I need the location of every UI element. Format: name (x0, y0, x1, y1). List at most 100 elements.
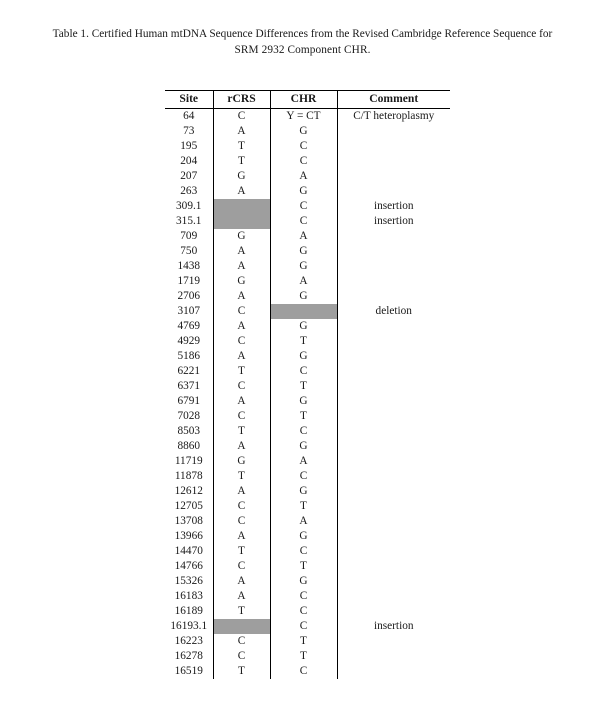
cell-site: 204 (180, 155, 198, 167)
cell-comment (336, 319, 450, 334)
cell-site: 7028 (177, 410, 201, 422)
cell-rcrs: A (212, 529, 270, 544)
cell-site: 309.1 (176, 200, 202, 212)
cell-site: 16183 (174, 590, 203, 602)
cell-comment (336, 244, 450, 259)
cell-rcrs: A (212, 394, 270, 409)
cell-chr: T (269, 499, 337, 514)
cell-comment: insertion (336, 214, 450, 229)
table-row: 64 C Y = CT C/T heteroplasmy (165, 108, 450, 124)
table-row: 7028 C T (165, 409, 450, 424)
cell-site: 3107 (177, 305, 201, 317)
table-row: 12612 A G (165, 484, 450, 499)
table-row: 263 A G (165, 184, 450, 199)
cell-rcrs: T (212, 604, 270, 619)
cell-site: 13966 (174, 530, 203, 542)
cell-chr: C (269, 154, 337, 169)
cell-comment (336, 409, 450, 424)
cell-chr: G (269, 574, 337, 589)
cell-chr: T (269, 559, 337, 574)
table-row: 15326 A G (165, 574, 450, 589)
cell-chr: G (269, 394, 337, 409)
cell-chr: G (269, 349, 337, 364)
table-row: 16189 T C (165, 604, 450, 619)
table-row: 204 T C (165, 154, 450, 169)
table-header-row: Site rCRS CHR Comment (165, 90, 450, 109)
cell-comment (336, 574, 450, 589)
cell-comment (336, 184, 450, 199)
cell-comment (336, 649, 450, 664)
cell-comment (336, 424, 450, 439)
cell-chr-shaded (269, 304, 337, 319)
cell-site: 4769 (177, 320, 201, 332)
cell-chr: G (269, 319, 337, 334)
cell-comment (336, 514, 450, 529)
cell-site: 709 (180, 230, 198, 242)
cell-chr: T (269, 409, 337, 424)
table-row: 6791 A G (165, 394, 450, 409)
cell-comment (336, 544, 450, 559)
cell-comment (336, 229, 450, 244)
cell-chr: C (269, 589, 337, 604)
cell-rcrs: C (212, 499, 270, 514)
cell-site: 11719 (174, 455, 203, 467)
table-row: 709 G A (165, 229, 450, 244)
cell-site: 16223 (174, 635, 203, 647)
cell-chr: C (269, 469, 337, 484)
cell-chr: C (269, 424, 337, 439)
cell-rcrs: T (212, 424, 270, 439)
cell-comment (336, 634, 450, 649)
cell-chr: G (269, 244, 337, 259)
cell-comment (336, 394, 450, 409)
cell-comment: C/T heteroplasmy (336, 108, 450, 124)
cell-rcrs: C (212, 304, 270, 319)
cell-comment (336, 484, 450, 499)
cell-chr: G (269, 289, 337, 304)
cell-rcrs: T (212, 544, 270, 559)
table-row: 13966 A G (165, 529, 450, 544)
cell-site: 195 (180, 140, 198, 152)
cell-site: 16193.1 (170, 620, 208, 632)
table-header: Site rCRS CHR Comment (165, 90, 450, 109)
table-row: 4929 C T (165, 334, 450, 349)
cell-site: 6791 (177, 395, 201, 407)
cell-rcrs: G (212, 169, 270, 184)
cell-site: 8860 (177, 440, 201, 452)
cell-site: 13708 (174, 515, 203, 527)
cell-comment (336, 604, 450, 619)
cell-rcrs: A (212, 574, 270, 589)
cell-site: 11878 (174, 470, 203, 482)
cell-site: 6221 (177, 365, 201, 377)
cell-site: 16519 (174, 665, 203, 677)
cell-rcrs: A (212, 124, 270, 139)
cell-site: 15326 (174, 575, 203, 587)
table-row: 750 A G (165, 244, 450, 259)
cell-comment (336, 664, 450, 679)
cell-site: 8503 (177, 425, 201, 437)
table-row: 2706 A G (165, 289, 450, 304)
table-row: 207 G A (165, 169, 450, 184)
cell-rcrs: C (212, 379, 270, 394)
cell-rcrs: T (212, 364, 270, 379)
cell-chr: C (269, 604, 337, 619)
cell-comment (336, 559, 450, 574)
table-row: 11878 T C (165, 469, 450, 484)
table-row: 16183 A C (165, 589, 450, 604)
cell-chr: C (269, 139, 337, 154)
cell-site: 12612 (174, 485, 203, 497)
cell-chr: A (269, 514, 337, 529)
cell-chr: A (269, 229, 337, 244)
cell-comment: insertion (336, 619, 450, 634)
cell-site: 4929 (177, 335, 201, 347)
cell-rcrs: A (212, 289, 270, 304)
cell-rcrs-shaded (212, 619, 270, 634)
cell-comment (336, 169, 450, 184)
cell-comment (336, 334, 450, 349)
cell-chr: T (269, 649, 337, 664)
cell-chr: C (269, 199, 337, 214)
cell-rcrs: C (212, 649, 270, 664)
cell-site: 12705 (174, 500, 203, 512)
cell-site: 1438 (177, 260, 201, 272)
